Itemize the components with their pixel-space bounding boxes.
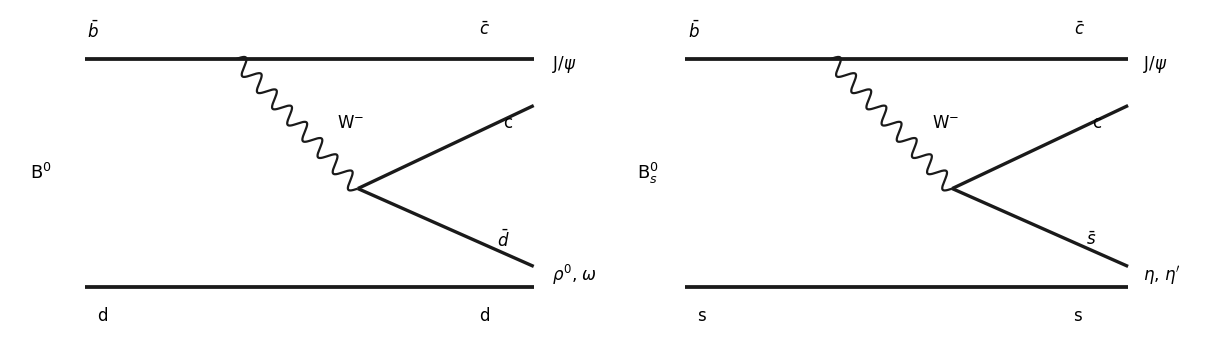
Text: $\bar{b}$: $\bar{b}$	[87, 21, 99, 42]
Text: s: s	[1074, 307, 1082, 325]
Text: $\bar{d}$: $\bar{d}$	[497, 230, 509, 251]
Text: $\eta$, $\eta'$: $\eta$, $\eta'$	[1143, 264, 1180, 286]
Text: d: d	[97, 307, 108, 325]
Text: W$^{-}$: W$^{-}$	[337, 114, 364, 132]
Text: $\bar{c}$: $\bar{c}$	[1074, 21, 1084, 39]
Text: s: s	[697, 307, 706, 325]
Text: J/$\psi$: J/$\psi$	[552, 54, 576, 74]
Text: c: c	[1092, 114, 1101, 132]
Text: d: d	[479, 307, 490, 325]
Text: B$^0_s$: B$^0_s$	[637, 161, 659, 185]
Text: $\bar{c}$: $\bar{c}$	[479, 21, 490, 39]
Text: $\rho^0$, $\omega$: $\rho^0$, $\omega$	[552, 263, 597, 287]
Text: W$^{-}$: W$^{-}$	[932, 114, 958, 132]
Text: c: c	[503, 114, 513, 132]
Text: B$^0$: B$^0$	[30, 163, 52, 183]
Text: $\bar{b}$: $\bar{b}$	[688, 21, 700, 42]
Text: $\bar{s}$: $\bar{s}$	[1086, 231, 1097, 249]
Text: J/$\psi$: J/$\psi$	[1143, 54, 1167, 74]
